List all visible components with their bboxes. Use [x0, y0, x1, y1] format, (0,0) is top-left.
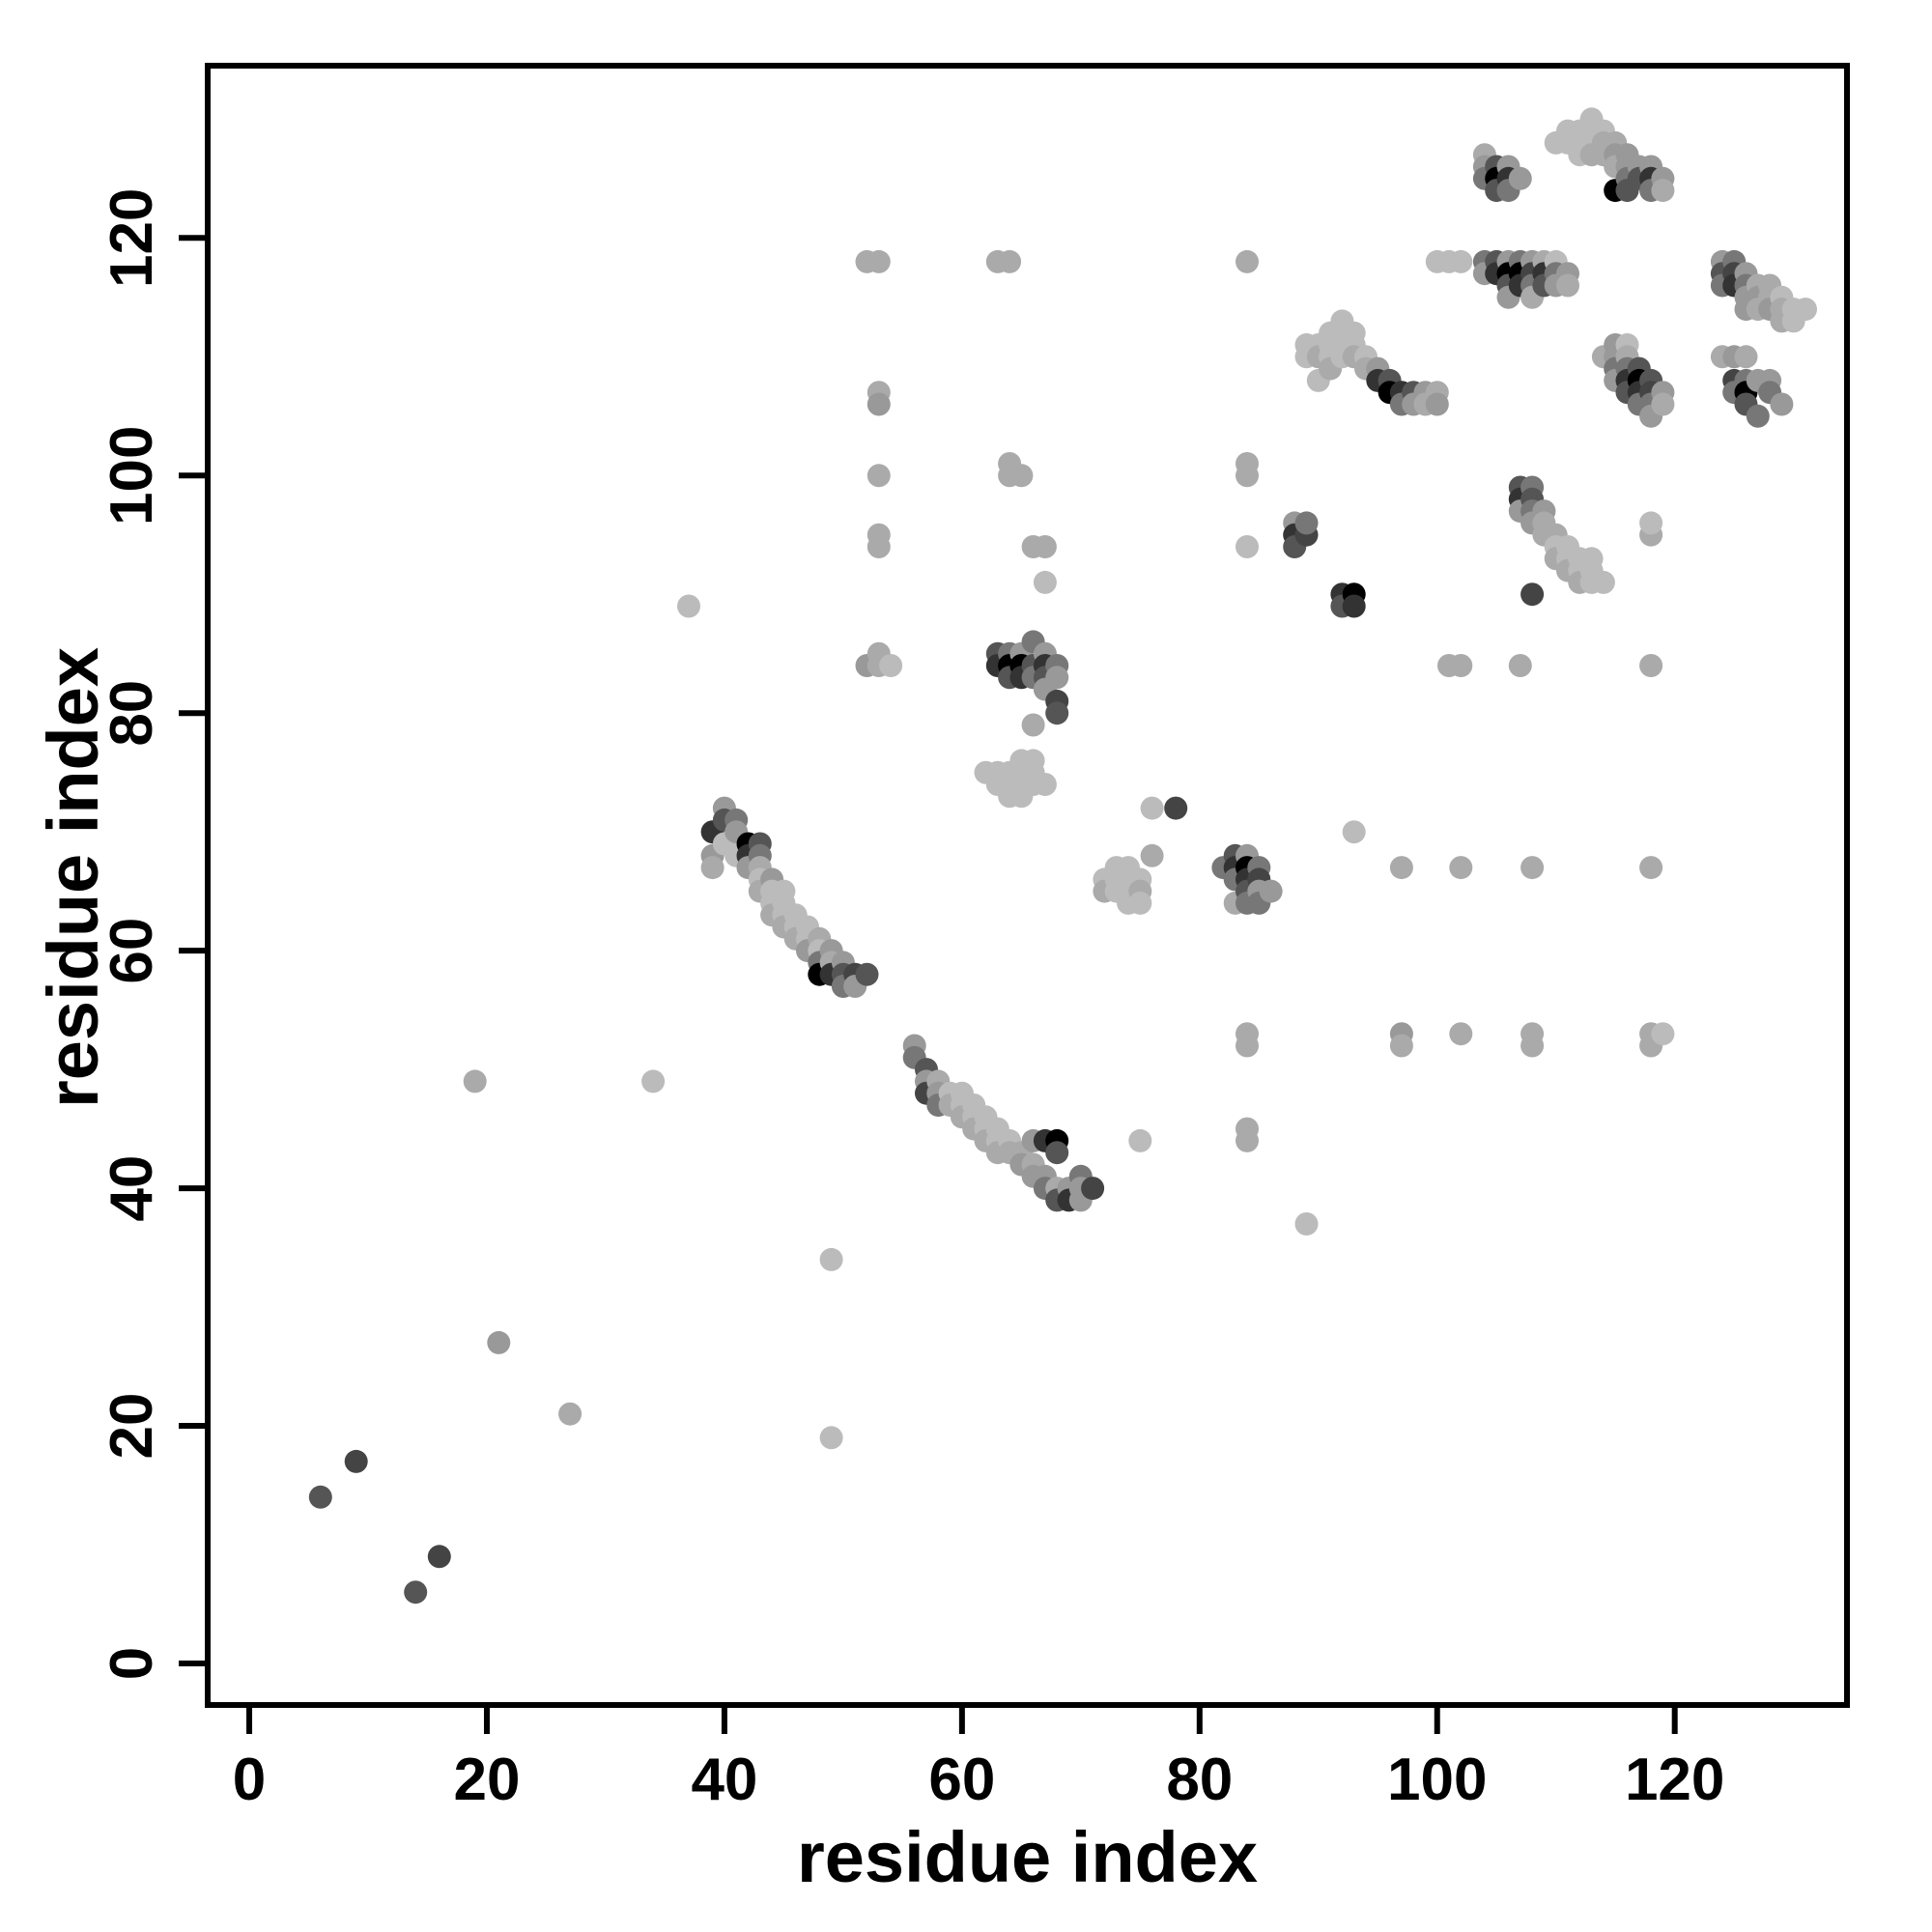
data-point — [1639, 511, 1663, 535]
data-point — [1259, 879, 1283, 903]
data-point — [1639, 856, 1663, 880]
data-point — [1508, 166, 1532, 190]
data-point — [1045, 666, 1069, 690]
data-point — [1140, 796, 1164, 820]
data-point — [1734, 345, 1758, 369]
x-tick-label: 20 — [453, 1747, 520, 1813]
data-point — [1009, 464, 1034, 488]
data-point — [1236, 535, 1259, 558]
data-point — [1651, 1022, 1675, 1046]
data-point — [344, 1449, 368, 1473]
data-point — [1556, 273, 1579, 298]
data-point — [427, 1545, 451, 1569]
data-point — [867, 464, 891, 488]
data-point — [1128, 891, 1152, 915]
data-point — [1449, 249, 1473, 273]
data-point — [998, 249, 1022, 273]
data-point — [1236, 1128, 1259, 1152]
data-point — [1342, 594, 1366, 618]
data-point — [1081, 1177, 1105, 1201]
data-point — [487, 1330, 511, 1354]
plot-border — [205, 63, 1850, 1708]
y-tick-label: 0 — [99, 1647, 165, 1680]
data-point — [1033, 570, 1057, 594]
data-point — [1639, 654, 1663, 677]
data-point — [1794, 298, 1817, 322]
data-point — [463, 1069, 487, 1094]
data-point — [1508, 654, 1532, 677]
data-point — [1449, 654, 1473, 677]
x-tick-label: 120 — [1625, 1747, 1724, 1813]
data-point — [1294, 511, 1319, 535]
data-point — [1389, 1034, 1413, 1058]
data-point — [308, 1485, 332, 1509]
data-point — [1033, 535, 1057, 558]
data-point — [819, 1247, 843, 1271]
data-point — [1236, 249, 1259, 273]
data-point — [867, 535, 891, 558]
data-point — [1389, 856, 1413, 880]
data-point — [1770, 392, 1794, 416]
x-tick-label: 40 — [691, 1747, 757, 1813]
y-tick-label: 60 — [99, 918, 165, 984]
x-tick-label: 60 — [928, 1747, 995, 1813]
data-point — [1342, 820, 1366, 844]
y-tick-label: 40 — [99, 1155, 165, 1222]
data-point — [677, 594, 700, 618]
y-tick-label: 100 — [99, 426, 165, 526]
y-tick-label: 80 — [99, 680, 165, 747]
data-point — [1520, 582, 1545, 607]
data-point — [819, 1426, 843, 1450]
x-tick-label: 100 — [1387, 1747, 1487, 1813]
data-point — [1236, 1034, 1259, 1058]
data-point — [1045, 701, 1069, 725]
data-point — [867, 249, 891, 273]
data-point — [404, 1580, 428, 1605]
data-point — [1294, 1212, 1319, 1236]
y-tick-label: 20 — [99, 1393, 165, 1460]
data-point — [558, 1402, 582, 1426]
data-point — [1520, 856, 1545, 880]
data-point — [1021, 713, 1045, 737]
data-point — [700, 856, 724, 880]
data-point — [867, 392, 891, 416]
data-point — [1236, 464, 1259, 488]
data-point — [1045, 1141, 1069, 1165]
data-point — [1449, 856, 1473, 880]
data-point — [1746, 404, 1770, 428]
y-tick-label: 120 — [99, 188, 165, 288]
data-point — [1128, 1128, 1152, 1152]
data-point — [1033, 773, 1057, 796]
x-tick-label: 80 — [1166, 1747, 1233, 1813]
data-point — [855, 962, 879, 986]
data-point — [1651, 179, 1675, 203]
x-tick-label: 0 — [233, 1747, 266, 1813]
data-point — [1164, 796, 1188, 820]
data-point — [1651, 392, 1675, 416]
data-point — [1449, 1022, 1473, 1046]
data-point — [879, 654, 903, 677]
data-point — [1591, 570, 1615, 594]
data-point — [1425, 392, 1449, 416]
data-point — [641, 1069, 666, 1094]
data-point — [1140, 843, 1164, 867]
data-point — [1520, 1034, 1545, 1058]
